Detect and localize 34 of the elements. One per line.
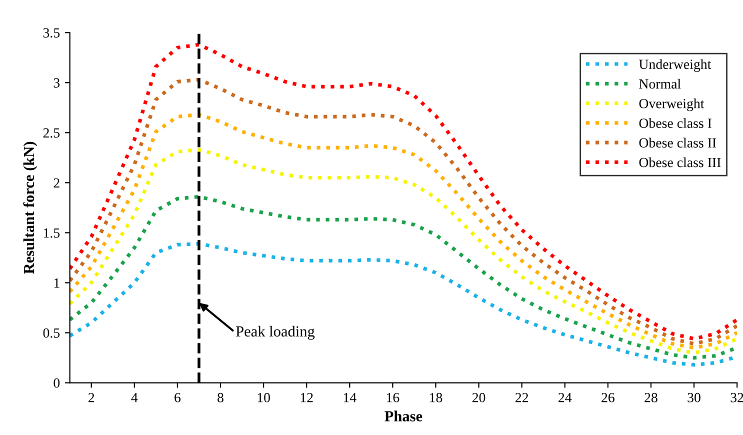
y-axis-title: Resultant force (kN) [23,142,38,274]
annotation: Peak loading [236,326,315,340]
x-tick-label: 2 [88,392,94,402]
x-tick-label: 30 [688,392,700,402]
y-tick-label: 2 [54,178,60,188]
y-tick-label: 3.5 [43,28,60,38]
x-tick-label: 22 [515,392,528,402]
x-tick-label: 10 [258,392,270,402]
x-tick-label: 16 [386,392,400,402]
legend-label: Obese class II [639,138,716,148]
y-tick-label: 0.5 [43,328,60,338]
x-tick-label: 20 [472,392,486,402]
x-tick-label: 28 [644,392,658,402]
x-tick-label: 14 [344,392,356,402]
x-tick-label: 4 [131,393,138,402]
x-tick-label: 24 [558,392,572,402]
x-axis-title: Phase [384,410,422,422]
y-tick-label: 2.5 [43,128,60,138]
x-tick-label: 12 [300,392,313,402]
y-tick-label: 1 [54,278,60,288]
legend-label: Obese class I [639,118,712,128]
line-series [70,148,738,355]
legend-label: Normal [639,78,681,89]
x-tick-label: 18 [430,392,442,402]
x-tick-label: 8 [218,392,224,402]
y-tick-label: 0 [54,378,60,388]
x-tick-label: 26 [602,392,614,402]
x-tick-label: 32 [730,392,743,402]
x-tick-label: 6 [174,392,181,402]
legend-label: Underweight [638,59,712,72]
legend-label: Overweight [639,98,704,112]
y-tick-label: 1.5 [44,228,60,238]
legend-label: Obese class III [639,157,721,168]
y-tick-label: 3 [54,78,60,88]
